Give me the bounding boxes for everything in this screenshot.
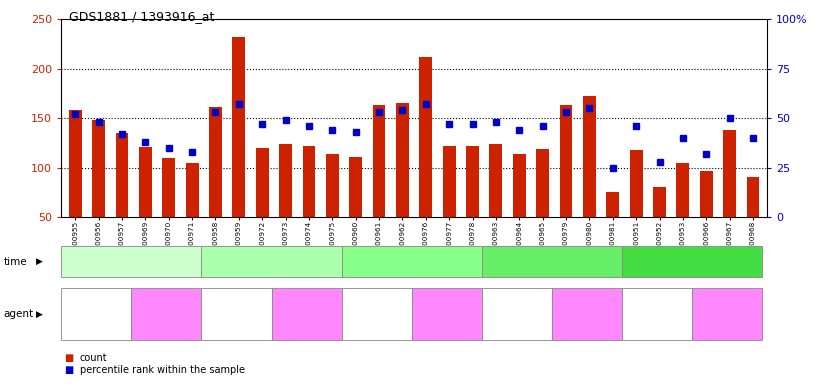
Text: time: time: [3, 257, 27, 266]
Bar: [116, 133, 128, 217]
Bar: [419, 57, 432, 217]
Text: corn oil control: corn oil control: [68, 310, 125, 318]
Text: 12 h: 12 h: [680, 257, 705, 266]
Bar: [209, 107, 222, 217]
Text: ▶: ▶: [36, 257, 42, 266]
Bar: [723, 130, 736, 217]
Bar: [700, 172, 712, 217]
Bar: [349, 157, 362, 217]
Bar: [747, 177, 760, 217]
Text: corn oil control: corn oil control: [208, 310, 265, 318]
Bar: [303, 146, 315, 217]
Bar: [606, 192, 619, 217]
Bar: [139, 147, 152, 217]
Text: count: count: [80, 353, 108, 363]
Text: corn oil control: corn oil control: [488, 310, 546, 318]
Bar: [186, 162, 198, 217]
Text: 2 h: 2 h: [263, 257, 281, 266]
Text: mono-2-ethyl
hexyl phthalate: mono-2-ethyl hexyl phthalate: [557, 304, 617, 324]
Bar: [443, 146, 455, 217]
Text: ■: ■: [64, 353, 73, 363]
Text: mono-2-ethyl
hexyl phthalate: mono-2-ethyl hexyl phthalate: [417, 304, 477, 324]
Bar: [233, 37, 246, 217]
Text: GDS1881 / 1393916_at: GDS1881 / 1393916_at: [69, 10, 215, 23]
Text: 3 h: 3 h: [403, 257, 420, 266]
Bar: [583, 96, 596, 217]
Bar: [513, 154, 526, 217]
Bar: [560, 105, 573, 217]
Bar: [396, 103, 409, 217]
Text: corn oil control: corn oil control: [628, 310, 686, 318]
Bar: [536, 149, 549, 217]
Text: ▶: ▶: [36, 310, 42, 318]
Text: 1 h: 1 h: [122, 257, 140, 266]
Bar: [653, 187, 666, 217]
Bar: [373, 105, 385, 217]
Text: corn oil control: corn oil control: [348, 310, 406, 318]
Bar: [279, 144, 292, 217]
Bar: [676, 162, 690, 217]
Text: agent: agent: [3, 309, 33, 319]
Text: mono-2-ethyl
hexyl phthalate: mono-2-ethyl hexyl phthalate: [277, 304, 337, 324]
Bar: [490, 144, 503, 217]
Text: mono-2-ethyl
hexyl phthalate: mono-2-ethyl hexyl phthalate: [697, 304, 757, 324]
Bar: [630, 150, 642, 217]
Text: mono-2-ethyl
hexyl phthalate: mono-2-ethyl hexyl phthalate: [136, 304, 197, 324]
Text: ■: ■: [64, 365, 73, 375]
Bar: [92, 120, 105, 217]
Bar: [69, 110, 82, 217]
Bar: [255, 148, 268, 217]
Bar: [326, 154, 339, 217]
Bar: [162, 158, 175, 217]
Bar: [466, 146, 479, 217]
Text: 6 h: 6 h: [543, 257, 561, 266]
Text: percentile rank within the sample: percentile rank within the sample: [80, 365, 245, 375]
